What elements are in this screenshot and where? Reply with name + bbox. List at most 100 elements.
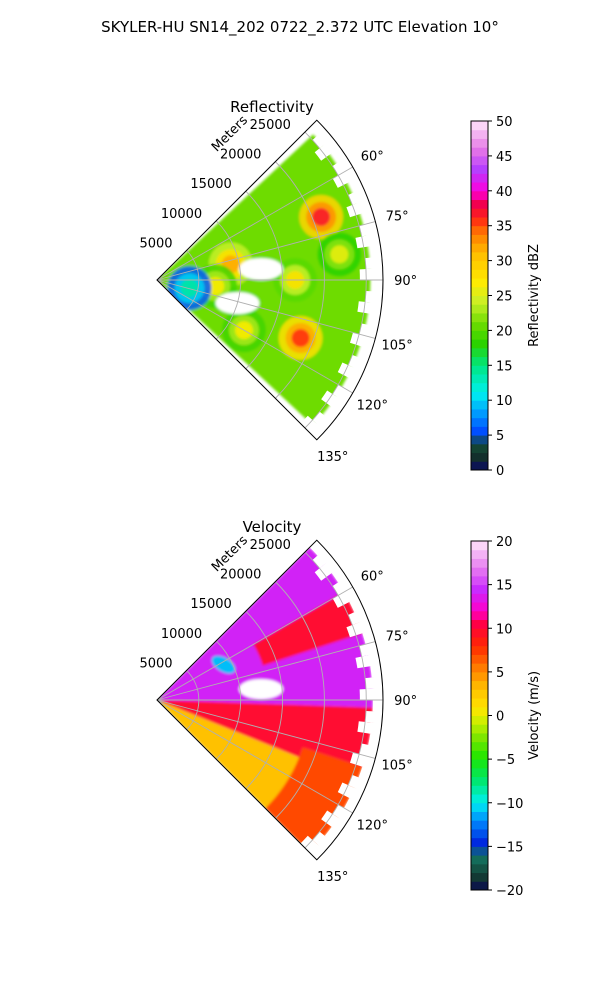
colorbar-band <box>471 645 488 655</box>
angle-tick-label: 105° <box>381 758 412 773</box>
colorbar-band <box>471 208 488 218</box>
velocity-title: Velocity <box>243 518 302 536</box>
colorbar-band <box>471 549 488 559</box>
colorbar-tick-label: 10 <box>496 394 513 409</box>
colorbar-tick-label: 15 <box>496 359 513 374</box>
radial-tick-label: 10000 <box>161 207 202 222</box>
colorbar-band <box>471 575 488 586</box>
colorbar-band <box>471 417 488 427</box>
colorbar-band <box>471 461 488 471</box>
colorbar-band <box>471 671 488 682</box>
radial-tick-label: 5000 <box>139 236 172 251</box>
colorbar-band <box>471 269 488 279</box>
reflectivity-near-cyan <box>180 279 199 298</box>
colorbar-tick-label: 15 <box>496 579 513 594</box>
edge-gap <box>365 255 383 270</box>
colorbar-band <box>471 541 488 551</box>
radial-tick-label: 15000 <box>190 177 231 192</box>
colorbar-band <box>471 732 488 743</box>
colorbar-band <box>471 593 488 603</box>
edge-gap <box>355 652 383 669</box>
velocity-colorbar-label: Velocity (m/s) <box>527 671 542 760</box>
colorbar-band <box>471 820 488 830</box>
edge-gap <box>346 617 376 638</box>
radial-tick-label: 5000 <box>139 656 172 671</box>
reflectivity-colorbar: 0 5 10 15 20 25 30 35 40 45 50 Reflectivity dBZ <box>470 115 542 479</box>
colorbar-band <box>471 628 488 638</box>
colorbar-band <box>471 365 488 375</box>
angle-tick-label: 135° <box>317 870 348 885</box>
colorbar-band <box>471 400 488 410</box>
colorbar-band <box>471 837 488 847</box>
reflectivity-colorbar-ticks: 0 5 10 15 20 25 30 35 40 45 50 <box>488 115 513 479</box>
colorbar-band <box>471 129 488 139</box>
azimuth-line <box>156 279 376 339</box>
colorbar-band <box>471 147 488 157</box>
azimuth-line <box>156 279 353 394</box>
colorbar-band <box>471 680 488 690</box>
azimuth-line <box>156 699 376 759</box>
velocity-region-outbound-red-north <box>253 592 363 666</box>
velocity-panel: Velocity 5000 10000 15000 20000 25000 60° 75°… <box>139 518 417 885</box>
colorbar-tick-label: 40 <box>496 185 513 200</box>
colorbar-tick-label: 20 <box>496 324 513 339</box>
colorbar-band <box>471 828 488 839</box>
figure-suptitle: SKYLER-HU SN14_202 0722_2.372 UTC Elevat… <box>101 18 499 37</box>
colorbar-tick-label: 50 <box>496 115 513 130</box>
colorbar-band <box>471 443 488 454</box>
colorbar-band <box>471 435 488 445</box>
reflectivity-echo-free-hole <box>239 258 284 281</box>
reflectivity-angle-tick-labels: 60° 75° 90° 105° 120° 135° <box>317 150 417 465</box>
colorbar-band <box>471 225 488 235</box>
velocity-sector-frame <box>156 539 384 861</box>
edge-gap <box>365 290 383 305</box>
edge-gap <box>355 232 383 249</box>
colorbar-band <box>471 610 488 621</box>
velocity-radial-tick-labels: 5000 10000 15000 20000 25000 <box>139 538 290 671</box>
colorbar-tick-label: −15 <box>496 840 523 855</box>
reflectivity-cell-ne-core <box>312 208 331 227</box>
velocity-angle-tick-labels: 60° 75° 90° 105° 120° 135° <box>317 570 417 885</box>
colorbar-band <box>471 863 488 874</box>
reflectivity-sector-frame <box>156 119 384 441</box>
colorbar-tick-label: −5 <box>496 753 515 768</box>
angle-tick-label: 75° <box>386 630 409 645</box>
reflectivity-colorbar-label: Reflectivity dBZ <box>527 244 542 347</box>
colorbar-band <box>471 356 488 366</box>
colorbar-band <box>471 759 488 769</box>
colorbar-tick-label: 5 <box>496 666 504 681</box>
colorbar-band <box>471 304 488 314</box>
colorbar-band <box>471 138 488 148</box>
colorbar-band <box>471 776 488 786</box>
azimuth-line <box>156 221 376 281</box>
angle-tick-label: 60° <box>361 570 384 585</box>
colorbar-band <box>471 234 488 244</box>
colorbar-band <box>471 767 488 778</box>
colorbar-band <box>471 452 488 462</box>
colorbar-band <box>471 602 488 612</box>
edge-gap <box>372 280 383 293</box>
colorbar-band <box>471 558 488 568</box>
reflectivity-panel: Reflectivity 5000 10000 15000 20000 25000 60… <box>139 98 417 465</box>
colorbar-band <box>471 663 488 673</box>
colorbar-band <box>471 121 488 131</box>
edge-gap <box>346 197 376 218</box>
colorbar-tick-label: 30 <box>496 255 513 270</box>
colorbar-band <box>471 243 488 253</box>
colorbar-band <box>471 347 488 358</box>
velocity-region-outbound-north <box>158 547 373 708</box>
angle-tick-label: 120° <box>357 818 388 833</box>
colorbar-band <box>471 846 488 856</box>
colorbar-band <box>471 173 488 183</box>
angle-tick-label: 60° <box>361 150 384 165</box>
velocity-region-orange-south-far <box>265 747 363 853</box>
velocity-inbound-cyan-patch <box>211 655 236 674</box>
colorbar-tick-label: −10 <box>496 797 523 812</box>
edge-gap <box>372 700 383 713</box>
colorbar-band <box>471 374 488 384</box>
velocity-colorbar: −20 −15 −10 −5 0 5 10 15 20 Velocity (m/s) <box>470 535 542 899</box>
colorbar-band <box>471 190 488 201</box>
edge-gap <box>370 243 383 258</box>
colorbar-band <box>471 286 488 296</box>
field-soft-layer <box>158 547 373 853</box>
